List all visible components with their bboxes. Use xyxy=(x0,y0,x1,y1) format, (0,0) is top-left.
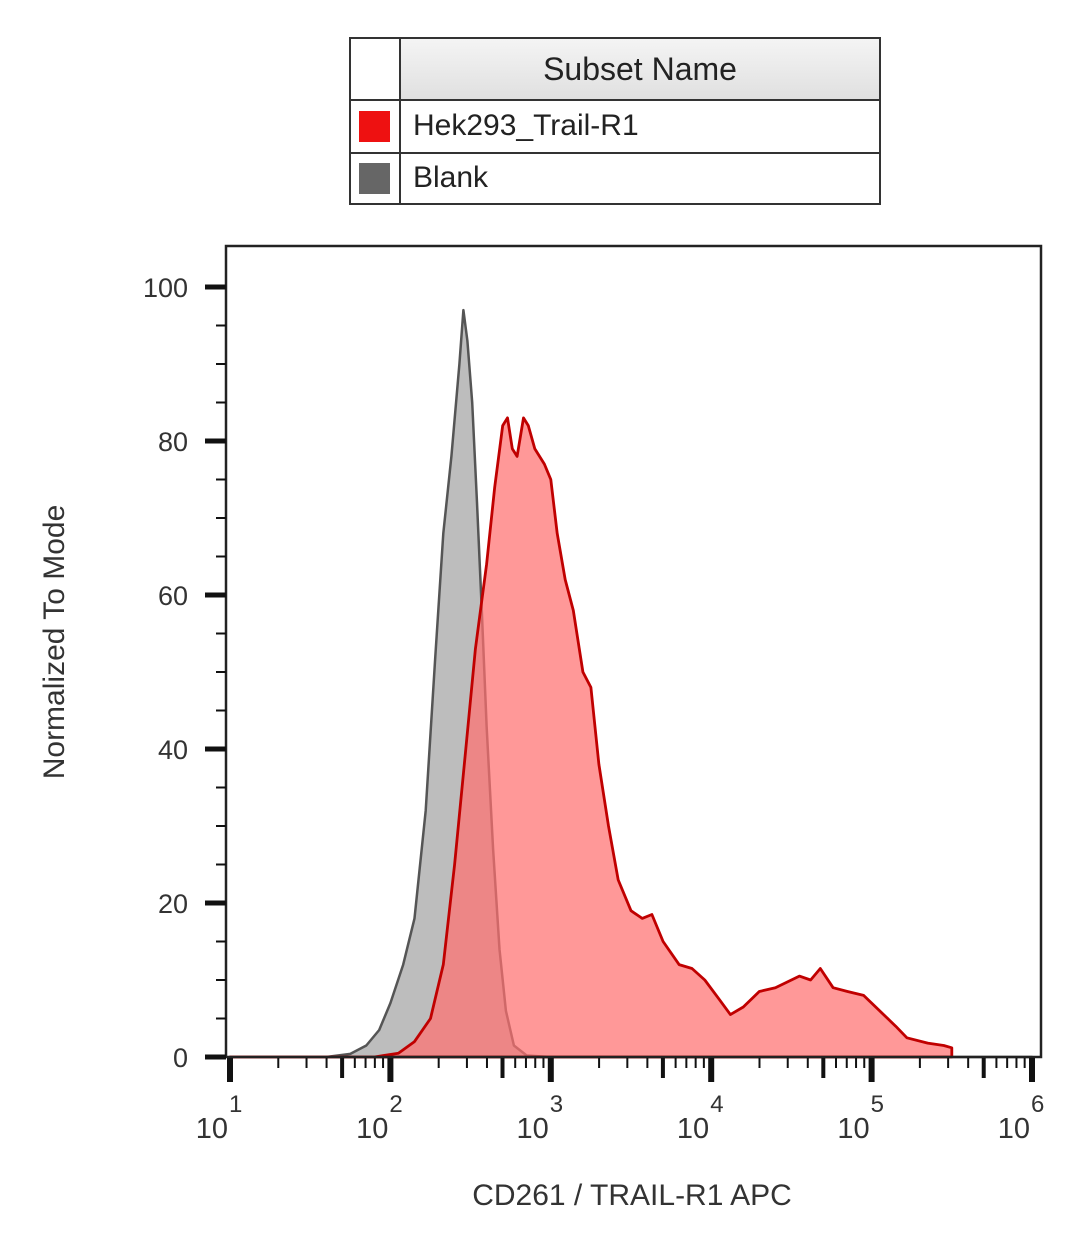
legend-swatch-gray xyxy=(359,163,390,194)
x-tick-label-exponent: 4 xyxy=(710,1091,723,1118)
y-axis-title: Normalized To Mode xyxy=(38,505,71,780)
x-tick-label-exponent: 3 xyxy=(550,1091,563,1118)
x-tick-label-base: 10 xyxy=(196,1113,228,1145)
x-tick-label-base: 10 xyxy=(677,1113,709,1145)
legend-item-hek293: Hek293_Trail-R1 xyxy=(351,101,879,154)
plot-frame xyxy=(224,244,1043,1059)
legend-swatch-cell xyxy=(351,154,401,205)
legend-swatch-cell xyxy=(351,101,401,152)
x-tick-label-exponent: 1 xyxy=(229,1091,242,1118)
legend-header-row: Subset Name xyxy=(351,39,879,101)
x-tick-label-base: 10 xyxy=(356,1113,388,1145)
legend-header-swatch-cell xyxy=(351,39,401,99)
legend-header: Subset Name xyxy=(401,39,879,99)
y-tick-label: 80 xyxy=(158,427,188,457)
legend-item-blank: Blank xyxy=(351,154,879,205)
x-tick-label-exponent: 5 xyxy=(871,1091,884,1118)
legend-table: Subset Name Hek293_Trail-R1 Blank xyxy=(349,37,881,205)
y-tick-label: 40 xyxy=(158,735,188,765)
y-tick-label: 0 xyxy=(173,1043,188,1073)
y-tick-label: 100 xyxy=(143,273,188,303)
x-axis-title: CD261 / TRAIL-R1 APC xyxy=(472,1179,792,1212)
legend-swatch-red xyxy=(359,111,390,142)
x-tick-label-base: 10 xyxy=(517,1113,549,1145)
legend-label: Hek293_Trail-R1 xyxy=(413,109,639,142)
y-axis: 0 20 40 60 80 100 xyxy=(143,273,226,1073)
series-layer xyxy=(228,308,1034,1059)
x-tick-label-base: 10 xyxy=(998,1113,1030,1145)
x-tick-label-exponent: 6 xyxy=(1031,1091,1044,1118)
x-tick-label-exponent: 2 xyxy=(389,1091,402,1118)
y-tick-label: 20 xyxy=(158,889,188,919)
x-tick-label-base: 10 xyxy=(837,1113,869,1145)
y-tick-label: 60 xyxy=(158,581,188,611)
hek293-trail-r1-histogram xyxy=(228,416,954,1059)
legend-label: Blank xyxy=(413,161,489,194)
